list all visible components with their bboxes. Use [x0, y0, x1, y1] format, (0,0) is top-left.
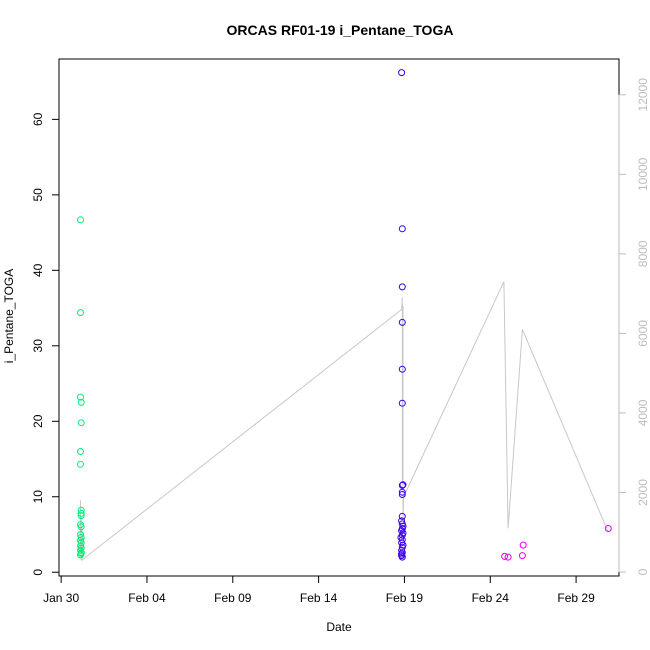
data-point [77, 216, 84, 224]
data-point [518, 552, 526, 560]
y-tick-label-right: 2000 [636, 479, 650, 506]
data-point [77, 309, 84, 317]
data-point [398, 225, 406, 233]
y-tick-label-left: 50 [31, 188, 45, 202]
data-point [77, 509, 85, 517]
data-point [77, 539, 85, 547]
x-tick-label: Jan 30 [43, 591, 79, 605]
y-tick-label-left: 30 [31, 339, 45, 353]
y-tick-label-right: 8000 [636, 240, 650, 267]
data-point [398, 481, 406, 489]
data-point [398, 399, 406, 407]
data-point [398, 488, 406, 496]
x-tick-label: Feb 04 [128, 591, 166, 605]
y-tick-label-right: 0 [636, 568, 650, 575]
y-tick-label-left: 10 [31, 490, 45, 504]
data-point [398, 512, 406, 520]
data-point [77, 523, 85, 531]
x-tick-label: Feb 14 [300, 591, 338, 605]
data-point [77, 512, 85, 520]
data-point [399, 481, 407, 489]
data-point [77, 398, 85, 406]
data-point [398, 491, 406, 498]
data-point [77, 393, 84, 401]
points-layer [77, 69, 612, 561]
y-axis-right: 0 2000 4000 6000 8000 10000 12000 [618, 78, 650, 575]
data-point [398, 536, 406, 544]
data-point [398, 318, 406, 326]
x-axis-label: Date [326, 620, 352, 634]
data-point [77, 448, 84, 455]
data-point [504, 553, 512, 561]
y-tick-label-left: 0 [31, 569, 45, 576]
y-axis-left: 0 10 20 30 40 50 60 [31, 112, 60, 576]
x-tick-label: Feb 09 [214, 591, 252, 605]
data-point [77, 534, 85, 541]
data-point [501, 552, 509, 560]
x-axis: Jan 30 Feb 04 Feb 09 Feb 14 Feb 19 Feb 24 Feb … [43, 575, 595, 605]
data-point [77, 506, 85, 514]
secondary-line [80, 281, 609, 562]
data-point [77, 419, 85, 427]
y-tick-label-right: 6000 [636, 320, 650, 347]
data-point [77, 460, 84, 468]
y-tick-label-left: 40 [31, 263, 45, 277]
x-tick-label: Feb 29 [557, 591, 595, 605]
data-point [398, 365, 406, 373]
y-axis-label: i_Pentane_TOGA [2, 269, 16, 364]
chart-title: ORCAS RF01-19 i_Pentane_TOGA [227, 22, 454, 38]
data-point [604, 525, 612, 532]
y-tick-label-right: 4000 [636, 399, 650, 426]
plot-frame [58, 58, 620, 577]
x-tick-label: Feb 24 [472, 591, 510, 605]
data-point [398, 69, 406, 77]
y-tick-label-right: 12000 [636, 78, 650, 112]
y-tick-label-right: 10000 [636, 157, 650, 191]
data-point [519, 541, 527, 549]
y-tick-label-left: 60 [31, 112, 45, 126]
data-point [398, 543, 406, 551]
data-point [398, 283, 406, 291]
data-point [398, 553, 406, 561]
secondary-line-layer [80, 281, 609, 562]
y-tick-label-left: 20 [31, 414, 45, 428]
data-point [77, 549, 85, 557]
x-tick-label: Feb 19 [386, 591, 424, 605]
